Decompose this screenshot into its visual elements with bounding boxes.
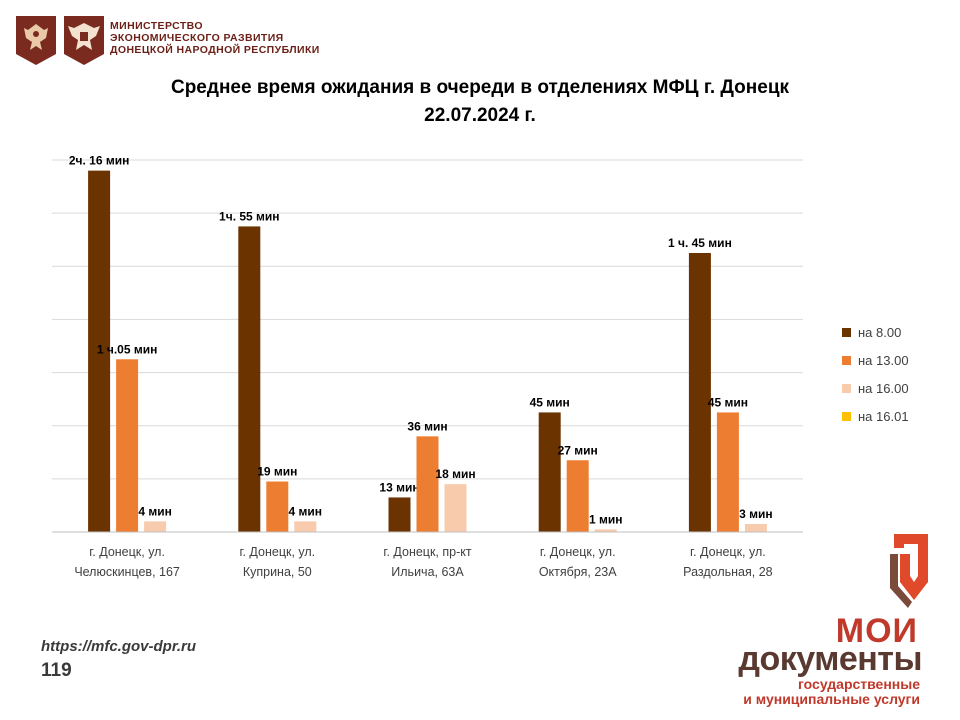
data-label: 1 мин [589,512,623,526]
ministry-line: ДОНЕЦКОЙ НАРОДНОЙ РЕСПУБЛИКИ [110,44,320,56]
eagle-emblem-icon [64,16,104,65]
ministry-line: МИНИСТЕРСТВО [110,20,203,32]
data-label: 3 мин [739,507,773,521]
legend-label: на 8.00 [858,324,902,340]
data-label: 45 мин [530,395,570,409]
data-label: 1 ч. 45 мин [668,236,732,250]
coat-of-arms-icon [16,16,56,65]
legend-item: на 8.00 [842,318,909,346]
data-label: 45 мин [708,395,748,409]
category-label: г. Донецк, ул. [89,545,165,559]
bar-0800 [538,412,561,532]
category-label: г. Донецк, ул. [540,545,616,559]
data-label: 2ч. 16 мин [69,154,130,168]
category-label: Октября, 23А [539,565,617,579]
brand-subtitle-line: государственные [798,676,920,692]
data-label: 1 ч.05 мин [97,342,158,356]
category-label: Куприна, 50 [243,565,312,579]
legend-swatch [842,411,851,421]
data-label: 13 мин [379,480,419,494]
brand-name-bottom: документы [738,640,922,678]
chart-title-line: Среднее время ожидания в очереди в отдел… [170,77,790,98]
bar-1600 [444,484,467,532]
category-label: г. Донецк, ул. [690,545,766,559]
legend-swatch [842,355,851,365]
ministry-name: МИНИСТЕРСТВО ЭКОНОМИЧЕСКОГО РАЗВИТИЯ ДОН… [110,20,320,56]
bar-0800 [688,253,711,532]
chart-title: Среднее время ожидания в очереди в отдел… [0,74,960,130]
legend-label: на 13.00 [858,352,909,368]
data-label: 4 мин [138,504,172,518]
legend-item: на 13.00 [842,346,909,374]
bar-1600 [594,529,617,532]
category-label: Ильича, 63А [391,565,464,579]
bar-1300 [716,412,739,532]
category-label: Челюскинцев, 167 [74,565,180,579]
chart-legend: на 8.00 на 13.00 на 16.00 на 16.01 [842,318,909,430]
brand-name-top: МОИ [835,612,918,650]
legend-label: на 16.00 [858,380,909,396]
legend-item: на 16.01 [842,402,909,430]
data-label: 4 мин [289,504,323,518]
bar-1600 [294,521,317,532]
data-label: 1ч. 55 мин [219,209,280,223]
chart-subtitle: 22.07.2024 г. [424,105,536,126]
data-label: 19 мин [257,465,297,479]
category-label: г. Донецк, пр-кт [383,545,471,559]
ministry-line: ЭКОНОМИЧЕСКОГО РАЗВИТИЯ [110,32,284,44]
bar-1300 [116,359,139,532]
bar-0800 [388,497,411,532]
legend-swatch [842,327,851,337]
category-label: Раздольная, 28 [683,565,772,579]
legend-label: на 16.01 [858,408,909,424]
bar-1300 [266,481,289,532]
brand-subtitle: государственные и муниципальные услуги [743,677,920,707]
category-label: г. Донецк, ул. [239,545,315,559]
bar-1600 [744,524,767,532]
my-documents-logo-icon [890,534,928,608]
footer-url[interactable]: https://mfc.gov-dpr.ru [41,638,196,655]
data-label: 27 мин [558,443,598,457]
data-label: 36 мин [407,419,447,433]
bar-0800 [238,226,261,532]
bar-1300 [416,436,439,532]
page-number: 119 [41,660,72,681]
brand-subtitle-line: и муниципальные услуги [743,691,920,707]
legend-item: на 16.00 [842,374,909,402]
ministry-header: МИНИСТЕРСТВО ЭКОНОМИЧЕСКОГО РАЗВИТИЯ ДОН… [14,14,354,68]
bar-0800 [88,170,111,532]
data-label: 18 мин [435,467,475,481]
bar-1300 [566,460,589,532]
bar-1600 [144,521,167,532]
legend-swatch [842,383,851,393]
